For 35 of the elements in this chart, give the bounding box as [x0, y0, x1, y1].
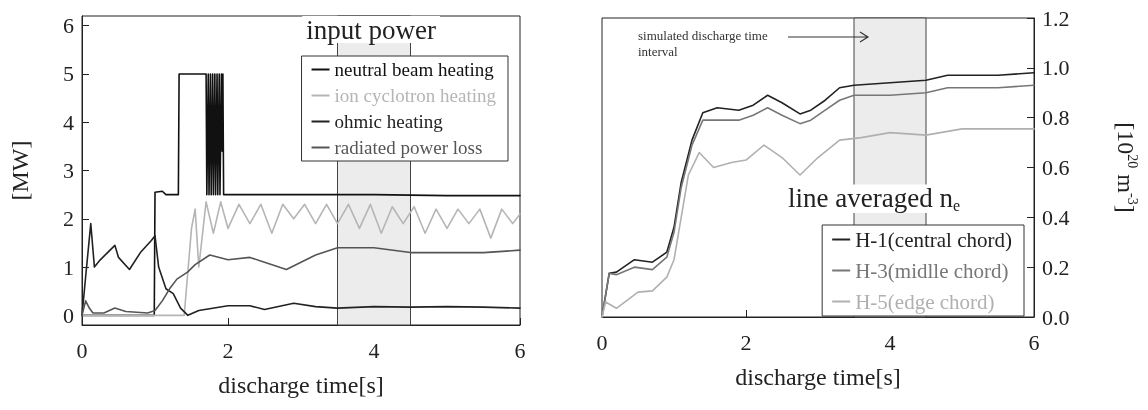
y-tick-label: 0 [63, 302, 74, 328]
y-axis-title: [MW] [7, 140, 33, 201]
y2-tick-label: 0.8 [1042, 105, 1070, 131]
legend-label: ion cyclotron heating [334, 85, 497, 106]
legend-label: ohmic heating [334, 111, 444, 132]
y-tick-label: 2 [63, 206, 74, 232]
legend-label: H-1(central chord) [855, 227, 1013, 252]
y2-tick-label: 1.0 [1042, 55, 1070, 81]
y-tick-label: 4 [63, 109, 74, 135]
y-tick-label: 1 [63, 254, 74, 280]
y2-tick-label: 1.2 [1042, 5, 1070, 31]
line-series [81, 201, 521, 317]
x-tick-label: 6 [514, 337, 526, 363]
y2-tick-label: 0.6 [1042, 155, 1070, 180]
legend-label: H-3(midlle chord) [855, 258, 1009, 283]
y2-tick-label: 0.4 [1042, 204, 1070, 230]
x-tick-label: 2 [740, 329, 752, 355]
legend-label: radiated power loss [334, 137, 483, 158]
legend-label: H-5(edge chord) [855, 289, 995, 314]
x-tick-label: 4 [884, 329, 896, 355]
line-series [81, 246, 521, 317]
x-axis-title: discharge time[s] [218, 372, 384, 398]
y2-tick-label: 0.0 [1042, 304, 1070, 330]
x-tick-label: 6 [1028, 329, 1040, 355]
x-tick-label: 4 [368, 337, 380, 363]
legend-title: input power [306, 14, 437, 45]
y-tick-label: 6 [63, 13, 74, 39]
y-tick-label: 5 [63, 61, 74, 87]
y2-tick-label: 0.2 [1042, 254, 1070, 280]
annotation: simulated discharge time interval [638, 28, 769, 60]
x-tick-label: 0 [596, 329, 608, 355]
x-axis-title: discharge time[s] [735, 364, 901, 390]
y-tick-label: 3 [63, 158, 74, 183]
x-tick-label: 2 [222, 337, 234, 363]
legend-label: neutral beam heating [334, 59, 495, 80]
